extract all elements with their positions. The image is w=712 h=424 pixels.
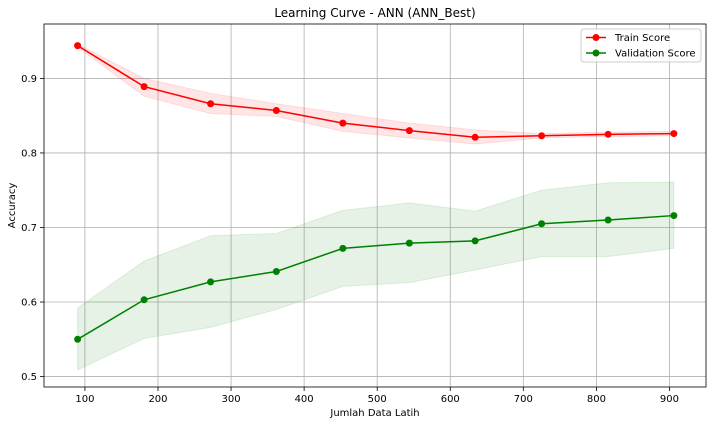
train-score-point <box>207 100 215 108</box>
y-axis-ticks: 0.5 0.6 0.7 0.8 0.9 <box>21 74 44 383</box>
legend-box <box>580 28 702 63</box>
y-tick-label: 0.6 <box>21 298 37 309</box>
train-score-point <box>74 42 82 50</box>
grid <box>44 24 706 387</box>
plot-frame <box>43 23 707 388</box>
x-tick-label: 400 <box>295 394 314 405</box>
x-tick-label: 200 <box>148 394 167 405</box>
validation-score-point <box>207 278 215 286</box>
x-tick-label: 300 <box>222 394 241 405</box>
train-score-point <box>670 130 678 138</box>
y-axis-label: Accuracy <box>7 183 18 229</box>
legend: Train Score Validation Score <box>580 28 702 63</box>
series-markers <box>74 42 678 343</box>
x-tick-label: 700 <box>514 394 533 405</box>
validation-score-band <box>77 181 675 371</box>
train-score-point <box>405 127 413 135</box>
legend-validation-marker <box>592 49 600 57</box>
train-score-point <box>140 83 148 91</box>
x-tick-label: 800 <box>587 394 606 405</box>
validation-score-line <box>77 214 674 340</box>
train-score-point <box>604 130 612 138</box>
y-tick-label: 0.5 <box>21 372 37 383</box>
x-axis-label: Jumlah Data Latih <box>329 408 419 419</box>
validation-score-point <box>74 335 82 343</box>
x-tick-label: 100 <box>75 394 94 405</box>
y-tick-label: 0.7 <box>21 223 37 234</box>
x-axis-ticks: 100 200 300 400 500 600 700 800 900 <box>75 387 679 405</box>
validation-score-point <box>140 296 148 304</box>
validation-score-point <box>339 244 347 252</box>
validation-score-point <box>604 216 612 224</box>
train-score-line <box>77 44 674 139</box>
x-tick-label: 600 <box>441 394 460 405</box>
validation-score-point <box>471 237 479 245</box>
validation-score-point <box>538 220 546 228</box>
legend-train-label: Train Score <box>614 33 670 44</box>
train-score-point <box>471 133 479 141</box>
train-score-point <box>339 119 347 127</box>
validation-score-point <box>272 267 280 275</box>
train-score-point <box>272 106 280 114</box>
legend-train-marker <box>592 34 600 41</box>
x-tick-label: 900 <box>660 394 679 405</box>
validation-score-point <box>405 239 413 247</box>
train-score-point <box>538 132 546 140</box>
series-lines <box>77 44 674 340</box>
chart-title: Learning Curve - ANN (ANN_Best) <box>274 6 475 20</box>
y-tick-label: 0.8 <box>21 148 37 159</box>
y-tick-label: 0.9 <box>21 74 37 85</box>
x-tick-label: 500 <box>368 394 387 405</box>
legend-validation-label: Validation Score <box>615 49 696 60</box>
validation-score-point <box>670 212 678 220</box>
